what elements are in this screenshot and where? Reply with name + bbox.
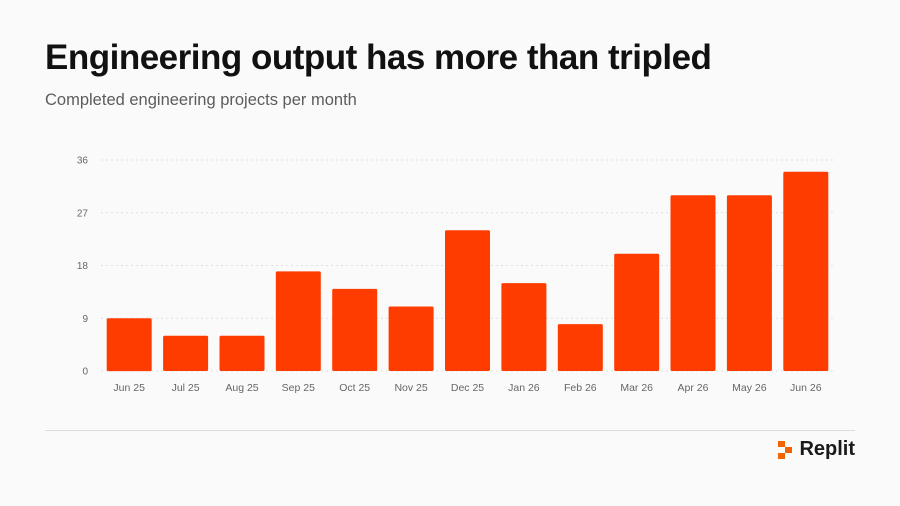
x-tick-label: Apr 26 bbox=[678, 382, 709, 394]
chart-title: Engineering output has more than tripled bbox=[45, 38, 712, 77]
x-axis-ticks: Jun 25 Jul 25 Aug 25 Sep 25 Oct 25 Nov 25 Dec … bbox=[113, 382, 821, 394]
bar-feb-26 bbox=[557, 324, 603, 371]
bar-may-26 bbox=[726, 195, 772, 371]
bar-jan-26 bbox=[501, 283, 547, 371]
x-tick-label: Jul 25 bbox=[172, 382, 200, 394]
brand-logo: Replit bbox=[777, 438, 855, 461]
x-tick-label: Mar 26 bbox=[620, 382, 653, 394]
bar-sep-25 bbox=[275, 271, 321, 371]
x-tick-label: Dec 25 bbox=[451, 382, 484, 394]
y-tick-label: 0 bbox=[82, 367, 88, 378]
x-tick-label: Jan 26 bbox=[508, 382, 540, 394]
bar-oct-25 bbox=[332, 288, 378, 371]
bar-jun-26 bbox=[783, 171, 829, 371]
bar-dec-25 bbox=[445, 230, 490, 371]
bar-mar-26 bbox=[614, 253, 660, 371]
x-tick-label: May 26 bbox=[732, 382, 767, 394]
bar-apr-26 bbox=[670, 195, 716, 371]
x-tick-label: Oct 25 bbox=[339, 382, 370, 394]
y-axis-ticks: 0 9 18 27 36 bbox=[77, 156, 89, 378]
bar-jul-25 bbox=[163, 335, 209, 371]
bar-nov-25 bbox=[388, 306, 434, 371]
x-tick-label: Feb 26 bbox=[564, 382, 597, 394]
x-tick-label: Jun 25 bbox=[113, 382, 145, 394]
y-tick-label: 27 bbox=[77, 208, 89, 219]
replit-logo-icon bbox=[778, 440, 793, 459]
footer-divider bbox=[45, 430, 855, 431]
bar-chart: 0 9 18 27 36 Jun 25 Jul 25 Aug 25 Sep 25 Oct 25 N… bbox=[77, 156, 834, 394]
x-tick-label: Aug 25 bbox=[225, 382, 258, 394]
bar-aug-25 bbox=[219, 335, 265, 371]
y-tick-label: 36 bbox=[77, 156, 89, 167]
x-tick-label: Nov 25 bbox=[394, 382, 427, 394]
y-tick-label: 9 bbox=[82, 314, 88, 325]
bar-jun-25 bbox=[106, 318, 152, 372]
bars bbox=[106, 171, 829, 372]
chart-subtitle: Completed engineering projects per month bbox=[45, 91, 357, 109]
y-tick-label: 18 bbox=[77, 261, 89, 272]
x-tick-label: Sep 25 bbox=[282, 382, 315, 394]
x-tick-label: Jun 26 bbox=[790, 382, 822, 394]
brand-name: Replit bbox=[799, 438, 855, 460]
